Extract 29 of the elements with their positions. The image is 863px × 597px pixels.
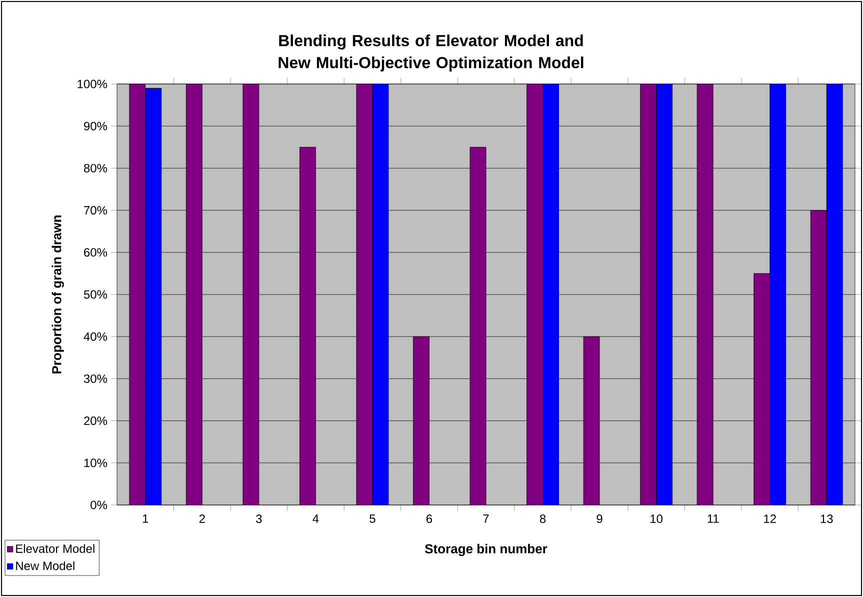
- x-tick-label: 8: [540, 514, 546, 524]
- x-tick-label: 5: [370, 514, 376, 523]
- x-tick-label: 1: [142, 514, 148, 523]
- y-tick-label: 30%: [84, 374, 108, 383]
- y-tick-label: 40%: [84, 332, 108, 341]
- x-tick-label: 13: [820, 514, 833, 524]
- x-tick-label: 7: [483, 514, 489, 523]
- x-tick-label: 11: [708, 514, 719, 523]
- y-tick-label: 60%: [84, 248, 108, 257]
- x-tick-label: 10: [650, 514, 663, 524]
- x-tick-label: 2: [199, 514, 205, 523]
- y-tick-label: 50%: [84, 290, 108, 299]
- y-axis-title: Proportion of grain drawn: [52, 215, 64, 374]
- y-tick-label: 20%: [84, 416, 108, 426]
- x-tick-label: 4: [312, 514, 319, 523]
- chart-title: Blending Results of Elevator Model and New Multi-Objective Optimization Model: [278, 34, 584, 72]
- x-axis-title: Storage bin number: [424, 544, 548, 556]
- y-tick-label: 80%: [84, 164, 108, 172]
- x-tick-label: 12: [764, 514, 776, 523]
- x-tick-label: 9: [596, 514, 602, 524]
- legend-label: Elevator Model: [16, 544, 94, 553]
- legend-label: New Model: [16, 561, 74, 570]
- y-tick-label: 90%: [84, 122, 108, 130]
- x-tick-label: 6: [426, 514, 432, 524]
- y-tick-label: 70%: [84, 206, 108, 215]
- y-tick-label: 0%: [90, 500, 108, 510]
- y-tick-label: 10%: [84, 458, 108, 468]
- y-tick-label: 100%: [78, 80, 108, 88]
- x-tick-label: 3: [256, 514, 262, 524]
